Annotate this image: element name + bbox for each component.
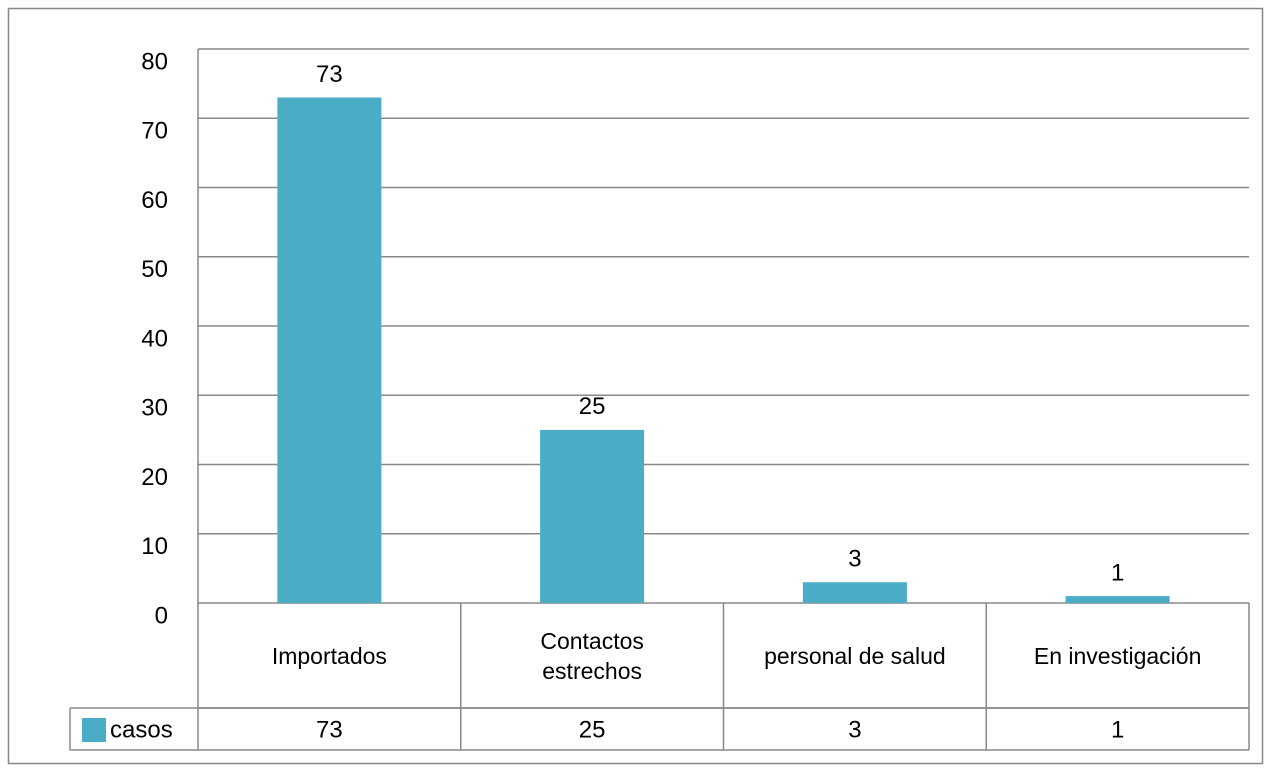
x-tick-label: Importados bbox=[271, 642, 387, 669]
y-tick-label: 70 bbox=[141, 118, 168, 145]
y-tick-label: 60 bbox=[141, 187, 168, 214]
x-tick-label: Contactos estrechos bbox=[540, 627, 644, 684]
x-tick-label-cell: Contactos estrechos bbox=[461, 603, 724, 708]
data-label: 1 bbox=[1111, 559, 1124, 586]
bar bbox=[277, 97, 382, 603]
x-tick-label: personal de salud bbox=[764, 642, 946, 669]
x-tick-label-cell: Importados bbox=[198, 603, 461, 708]
y-tick-label: 50 bbox=[141, 256, 168, 283]
data-label: 73 bbox=[316, 61, 343, 88]
x-tick-label-cell: En investigación bbox=[986, 603, 1249, 708]
bar bbox=[1065, 596, 1170, 603]
table-value: 1 bbox=[1111, 716, 1124, 743]
table-value: 3 bbox=[848, 716, 861, 743]
y-tick-label: 30 bbox=[141, 395, 168, 422]
y-tick-label: 40 bbox=[141, 325, 168, 352]
data-label: 3 bbox=[848, 546, 861, 573]
y-tick-label: 10 bbox=[141, 533, 168, 560]
data-label: 25 bbox=[579, 393, 606, 420]
x-tick-label-cell: personal de salud bbox=[724, 603, 987, 708]
table-value: 25 bbox=[579, 716, 606, 743]
legend-swatch bbox=[82, 718, 106, 742]
chart-border bbox=[7, 7, 1264, 765]
legend-label: casos bbox=[110, 716, 173, 743]
bar bbox=[802, 582, 907, 603]
table-value: 73 bbox=[316, 716, 343, 743]
y-tick-label: 0 bbox=[155, 602, 168, 629]
bar bbox=[540, 429, 645, 603]
x-tick-label: En investigación bbox=[1033, 642, 1202, 669]
y-tick-label: 80 bbox=[141, 48, 168, 75]
y-tick-label: 20 bbox=[141, 464, 168, 491]
